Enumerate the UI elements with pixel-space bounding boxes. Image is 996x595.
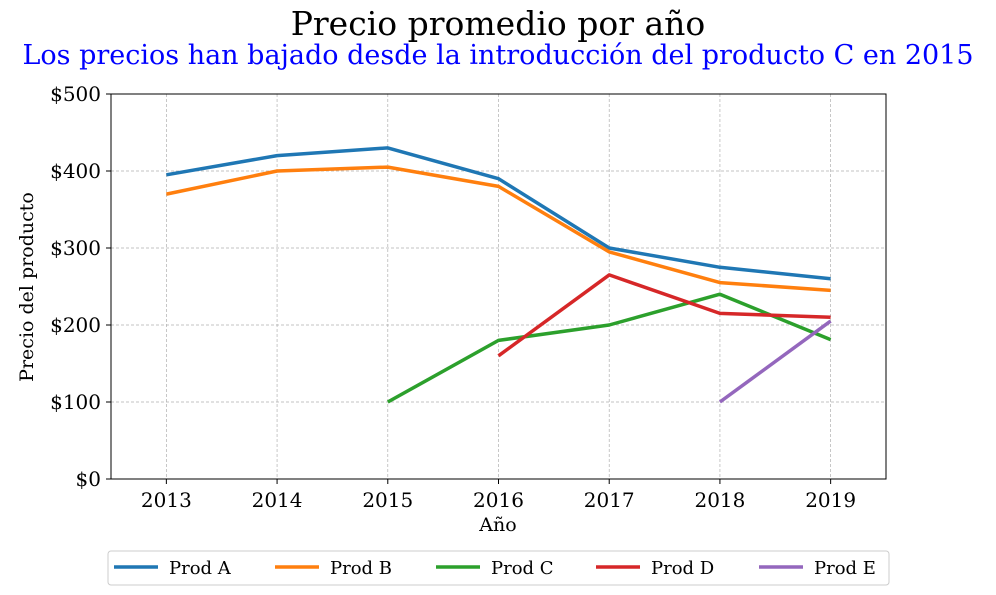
y-tick-label: $500 (50, 82, 101, 106)
y-tick-label: $100 (50, 390, 101, 414)
legend-label-prod-e: Prod E (814, 558, 876, 579)
legend-label-prod-a: Prod A (169, 558, 232, 579)
series-line-prod-b (166, 165, 831, 293)
legend-label-prod-c: Prod C (491, 558, 554, 579)
axis-ticks: 2013 2014 2015 2016 2017 2018 2019 $0 $100 $200 $3… (50, 82, 856, 512)
series-line-prod-d (497, 273, 831, 358)
chart-subtitle: Los precios han bajado desde la introduc… (22, 40, 974, 71)
series-line-prod-a (166, 146, 831, 281)
x-tick-label: 2014 (252, 488, 303, 512)
x-tick-label: 2016 (473, 488, 524, 512)
series-line-prod-e (718, 319, 832, 404)
y-tick-label: $200 (50, 313, 101, 337)
y-tick-label: $300 (50, 236, 101, 260)
x-axis-label: Año (478, 514, 516, 536)
legend-box (107, 550, 890, 586)
x-tick-label: 2015 (362, 488, 413, 512)
series-lines (166, 146, 832, 404)
y-tick-label: $400 (50, 159, 101, 183)
x-tick-label: 2018 (694, 488, 745, 512)
y-tick-label: $0 (76, 467, 101, 491)
x-tick-label: 2017 (584, 488, 635, 512)
y-axis-label: Precio del producto (16, 192, 38, 382)
x-tick-label: 2013 (141, 488, 192, 512)
legend-label-prod-d: Prod D (651, 558, 714, 579)
chart-title: Precio promedio por año (290, 4, 706, 43)
legend-label-prod-b: Prod B (330, 558, 392, 579)
x-tick-label: 2019 (805, 488, 856, 512)
legend: Prod A Prod B Prod C Prod D Prod E (107, 550, 890, 586)
series-line-prod-c (386, 292, 832, 404)
